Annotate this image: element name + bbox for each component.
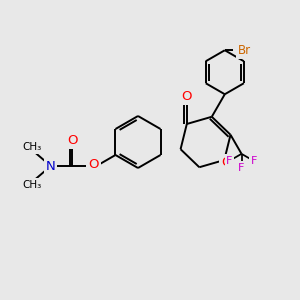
Text: O: O bbox=[221, 155, 232, 169]
Text: N: N bbox=[46, 160, 55, 172]
Text: F: F bbox=[226, 156, 232, 166]
Text: F: F bbox=[238, 163, 245, 173]
Text: F: F bbox=[250, 156, 257, 166]
Text: O: O bbox=[182, 91, 192, 103]
Text: CH₃: CH₃ bbox=[23, 142, 42, 152]
Text: CH₃: CH₃ bbox=[23, 180, 42, 190]
Text: O: O bbox=[67, 134, 78, 148]
Text: O: O bbox=[88, 158, 99, 170]
Text: Br: Br bbox=[238, 44, 251, 57]
